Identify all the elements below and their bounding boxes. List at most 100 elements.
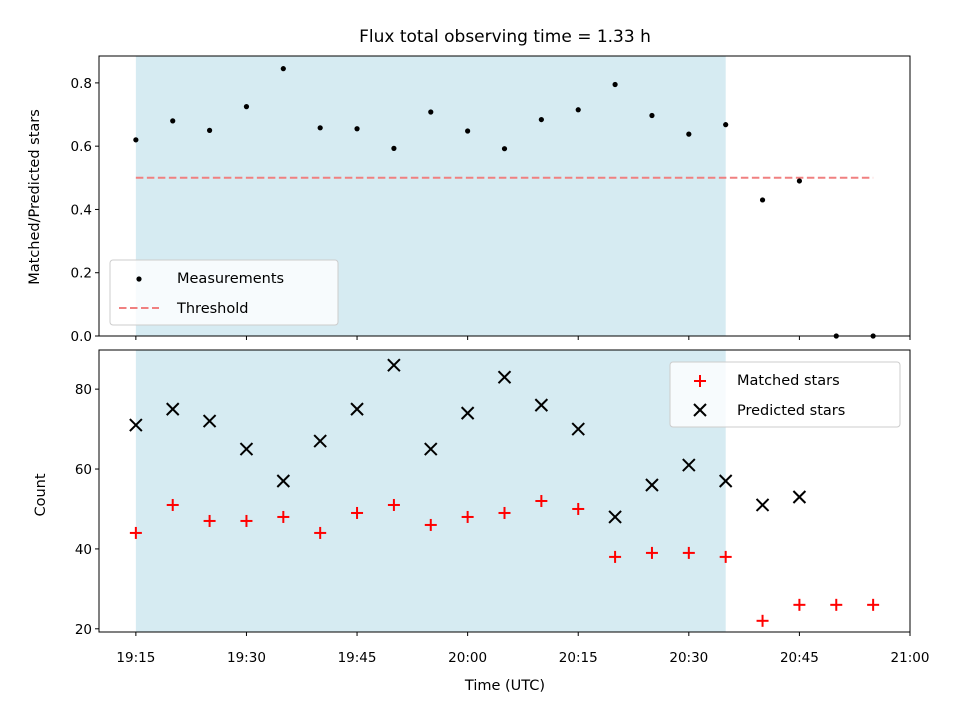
matched-star-point (535, 494, 548, 507)
bottom-y-tick-label: 20 (75, 622, 92, 638)
measurement-point (723, 122, 729, 128)
x-tick-label: 21:00 (891, 650, 930, 666)
top-legend-box (109, 259, 339, 326)
matched-star-point (314, 526, 327, 539)
predicted-star-point (166, 402, 180, 416)
top-legend: Measurements Threshold (109, 259, 339, 326)
bottom-y-ticks: 20 40 60 80 (75, 382, 99, 638)
matched-star-point (498, 506, 511, 519)
predicted-star-point (497, 370, 512, 384)
x-tick-label: 19:30 (227, 650, 266, 666)
predicted-star-point (129, 418, 143, 432)
x-axis-label: Time (UTC) (464, 678, 545, 694)
legend-threshold-label: Threshold (176, 301, 248, 317)
bottom-shaded-region (135, 350, 726, 632)
top-y-ticks: 0.0 0.2 0.4 0.6 0.8 (71, 76, 99, 345)
matched-star-point (756, 614, 769, 627)
x-tick-label: 19:45 (338, 650, 377, 666)
matched-star-point (572, 502, 585, 515)
measurement-point (649, 112, 655, 119)
matched-star-point (203, 514, 216, 527)
predicted-star-point (239, 442, 254, 456)
predicted-star-point (202, 414, 217, 428)
bottom-legend: Matched stars Predicted stars (669, 361, 901, 428)
top-y-tick-label: 0.4 (71, 202, 92, 218)
measurement-point (317, 125, 323, 131)
matched-star-point (166, 498, 179, 511)
measurement-point (280, 66, 286, 72)
measurement-point (465, 128, 471, 134)
measurement-point (612, 81, 618, 88)
matched-star-point (682, 546, 695, 559)
measurement-point (538, 116, 544, 123)
matched-star-point (351, 506, 364, 519)
bottom-y-axis-label: Count (33, 473, 49, 516)
measurement-point (243, 104, 250, 110)
predicted-star-point (755, 498, 770, 512)
x-tick-label: 20:15 (559, 650, 598, 666)
matched-star-point (461, 510, 474, 523)
x-tick-label: 20:00 (448, 650, 487, 666)
matched-star-point (240, 514, 253, 527)
measurement-point (133, 137, 139, 143)
predicted-star-point (682, 458, 696, 472)
top-panel: 0.0 0.2 0.4 0.6 0.8 Flux total observing tim… (27, 27, 911, 345)
measurement-point (428, 109, 434, 115)
bottom-axes-frame (98, 349, 911, 633)
matched-star-point (830, 598, 843, 611)
legend-predicted-marker (693, 403, 707, 417)
bottom-y-tick-label: 80 (75, 382, 92, 398)
top-x-ticks (135, 336, 911, 340)
measurement-point (391, 145, 397, 151)
measurement-point (170, 118, 176, 124)
measurement-points (133, 66, 876, 339)
measurement-point (354, 126, 360, 132)
predicted-star-point (608, 510, 622, 524)
predicted-star-point (792, 490, 807, 504)
legend-measurements-label: Measurements (177, 271, 284, 287)
top-y-tick-label: 0.0 (71, 329, 92, 345)
predicted-star-point (534, 398, 549, 412)
count-points (129, 358, 880, 627)
predicted-star-point (276, 474, 291, 488)
matched-star-point (424, 518, 437, 531)
chart-title: Flux total observing time = 1.33 h (359, 27, 651, 47)
legend-matched-label: Matched stars (737, 373, 840, 389)
measurement-point (206, 127, 213, 133)
top-y-tick-label: 0.2 (71, 266, 92, 282)
predicted-star-point (424, 442, 438, 456)
measurement-point (686, 131, 692, 137)
bottom-legend-box (669, 361, 901, 428)
legend-predicted-label: Predicted stars (737, 403, 845, 419)
predicted-star-point (645, 478, 659, 492)
measurement-point (759, 197, 766, 203)
predicted-star-point (313, 434, 327, 448)
legend-matched-marker (694, 375, 706, 387)
top-y-axis-label: Matched/Predicted stars (27, 109, 43, 285)
matched-star-point (793, 598, 806, 611)
matched-star-point (129, 526, 142, 539)
measurement-point (796, 178, 803, 184)
x-tick-label: 20:30 (669, 650, 708, 666)
matched-star-point (645, 546, 658, 559)
predicted-star-point (387, 358, 401, 372)
bottom-y-tick-label: 40 (75, 542, 92, 558)
top-y-tick-label: 0.6 (71, 139, 92, 155)
top-y-tick-label: 0.8 (71, 76, 92, 92)
measurement-point (501, 146, 508, 152)
x-tick-label: 19:15 (116, 650, 155, 666)
predicted-star-point (571, 422, 585, 436)
predicted-star-point (718, 474, 733, 488)
bottom-x-ticks: 19:15 19:30 19:45 20:00 20:15 20:30 20:45 21:00 (116, 632, 929, 666)
legend-measurement-marker (136, 276, 142, 282)
predicted-star-point (350, 402, 364, 416)
bottom-y-tick-label: 60 (75, 462, 92, 478)
matched-star-point (387, 498, 400, 511)
bottom-panel: 20 40 60 80 19:15 19:30 19:45 20:00 20:15 20:30 2… (33, 349, 929, 694)
top-axes-frame (98, 55, 911, 337)
measurement-point (575, 107, 581, 113)
matched-star-point (867, 598, 880, 611)
matched-star-point (609, 550, 622, 563)
predicted-star-point (460, 406, 475, 420)
